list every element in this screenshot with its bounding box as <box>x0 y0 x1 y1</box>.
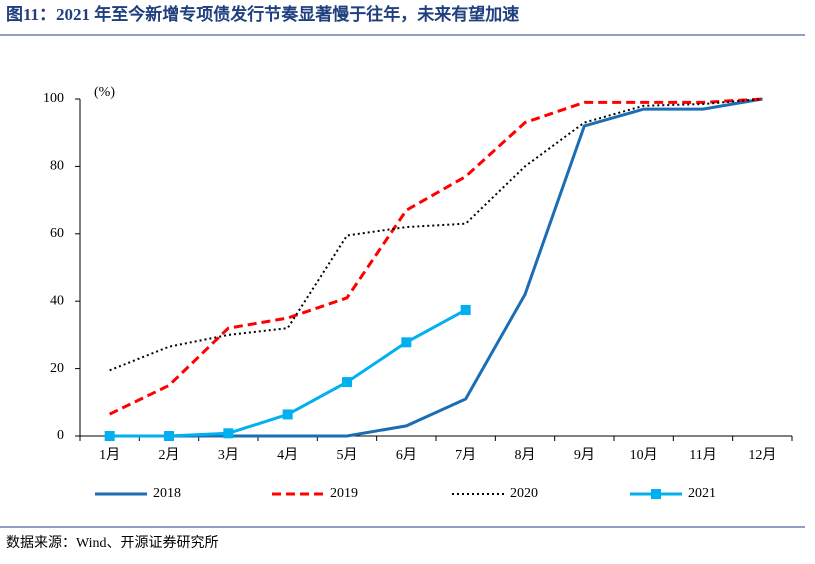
x-tick-label: 5月 <box>337 447 358 463</box>
series-marker <box>460 304 471 315</box>
legend-label: 2020 <box>510 486 538 501</box>
series-marker <box>223 428 234 439</box>
series-line <box>109 98 763 372</box>
x-tick-label: 6月 <box>396 447 417 463</box>
x-tick-label: 8月 <box>515 447 536 463</box>
x-tick-label: 12月 <box>748 447 776 463</box>
x-tick-label: 7月 <box>455 447 476 463</box>
chart-title: 图11：2021 年至今新增专项债发行节奏显著慢于往年，未来有望加速 <box>6 4 519 24</box>
series-line <box>109 97 763 438</box>
y-tick-label: 0 <box>57 428 64 443</box>
legend-marker <box>651 489 661 499</box>
series-marker <box>342 377 352 388</box>
y-tick-label: 60 <box>50 226 64 241</box>
x-tick-label: 4月 <box>277 447 298 463</box>
series-line <box>109 97 763 416</box>
legend-label: 2021 <box>688 486 716 501</box>
x-tick-label: 11月 <box>689 447 716 463</box>
x-tick-label: 10月 <box>630 447 658 463</box>
x-tick-label: 1月 <box>99 447 120 463</box>
legend-label: 2019 <box>330 486 358 501</box>
legend-label: 2018 <box>153 486 181 501</box>
series-marker <box>164 431 174 441</box>
series-marker <box>401 337 412 348</box>
x-tick-label: 9月 <box>574 447 595 463</box>
y-axis-label: (%) <box>94 85 115 100</box>
series-marker <box>282 409 293 420</box>
x-tick-label: 3月 <box>218 447 239 463</box>
y-tick-label: 100 <box>43 91 64 106</box>
y-tick-label: 40 <box>50 293 64 308</box>
series-marker <box>104 431 115 441</box>
x-tick-label: 2月 <box>159 447 180 463</box>
y-tick-label: 80 <box>50 159 64 174</box>
source-note: 数据来源：Wind、开源证券研究所 <box>6 535 219 551</box>
y-tick-label: 20 <box>50 361 64 376</box>
